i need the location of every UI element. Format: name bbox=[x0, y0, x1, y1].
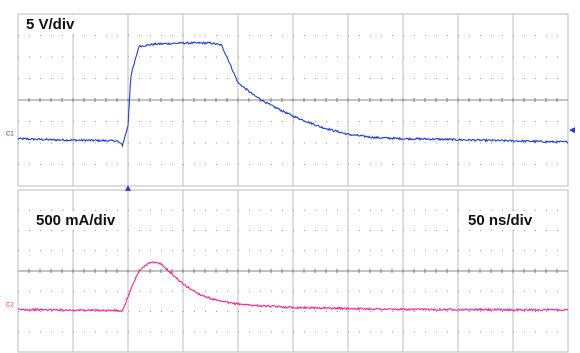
trigger-level-marker bbox=[569, 127, 575, 134]
ch1-scale-label: 5 V/div bbox=[23, 15, 78, 34]
marker-layer: C1 C2 bbox=[6, 127, 575, 308]
ch2-trace bbox=[17, 261, 569, 313]
grid-layer bbox=[17, 13, 569, 353]
ch2-scale-label: 500 mA/div bbox=[33, 211, 119, 230]
ch1-trace bbox=[17, 41, 569, 148]
trigger-position-marker bbox=[125, 185, 131, 191]
ch1-channel-marker: C1 bbox=[6, 132, 14, 138]
ch2-channel-marker: C2 bbox=[6, 302, 14, 308]
time-scale-label: 50 ns/div bbox=[465, 211, 536, 230]
trace-layer bbox=[17, 41, 569, 313]
